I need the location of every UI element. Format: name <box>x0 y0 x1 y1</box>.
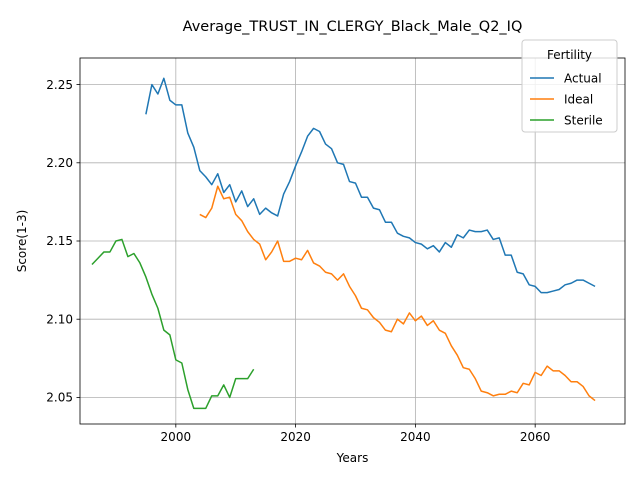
series-lines <box>91 77 596 410</box>
legend-label-sterile: Sterile <box>564 113 603 127</box>
series-line-ideal <box>199 185 596 402</box>
x-tick-label: 2040 <box>400 430 431 444</box>
legend-box <box>521 39 618 133</box>
legend-label-ideal: Ideal <box>564 92 593 106</box>
y-tick-label: 2.05 <box>46 391 73 405</box>
x-axis-label: Years <box>336 451 369 465</box>
legend: Fertility Actual Ideal Sterile <box>521 39 618 133</box>
series-line-actual <box>145 77 596 294</box>
y-tick-label: 2.10 <box>46 312 73 326</box>
y-tick-label: 2.20 <box>46 156 73 170</box>
y-axis-label: Score(1-3) <box>15 210 29 273</box>
x-tick-label: 2060 <box>520 430 551 444</box>
chart-title: Average_TRUST_IN_CLERGY_Black_Male_Q2_IQ <box>183 19 523 35</box>
x-axis-ticks: 2000 2020 2040 2060 <box>161 424 551 444</box>
y-tick-label: 2.25 <box>46 78 73 92</box>
legend-label-actual: Actual <box>564 71 602 85</box>
y-tick-label: 2.15 <box>46 234 73 248</box>
x-tick-label: 2000 <box>161 430 192 444</box>
y-axis-ticks: 2.05 2.10 2.15 2.20 2.25 <box>46 78 80 405</box>
legend-title: Fertility <box>547 48 592 62</box>
series-line-sterile <box>91 238 255 410</box>
x-tick-label: 2020 <box>280 430 311 444</box>
